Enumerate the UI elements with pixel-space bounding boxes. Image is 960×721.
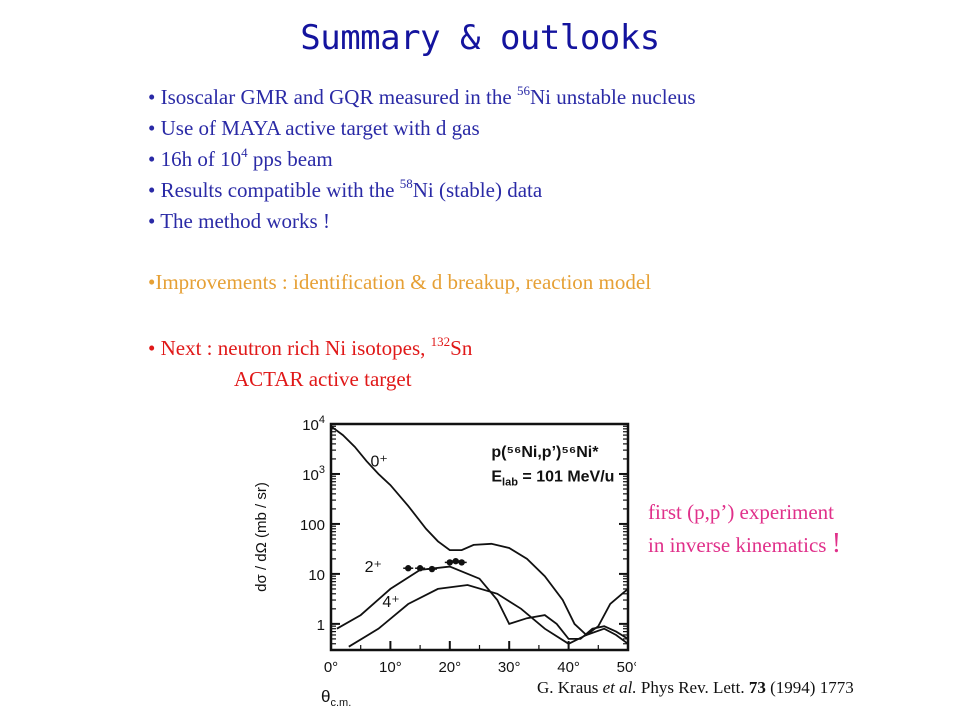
x-tick-label: 30° bbox=[498, 659, 521, 676]
x-tick-label: 10° bbox=[379, 659, 402, 676]
next-steps-line2: ACTAR active target bbox=[234, 367, 412, 391]
y-tick-label: 104 bbox=[302, 414, 325, 434]
x-axis-label: θc.m. bbox=[321, 687, 351, 709]
y-tick-label: 100 bbox=[300, 517, 325, 534]
note-line-2: in inverse kinematics ! bbox=[648, 528, 842, 559]
bullet-item: • Results compatible with the 58Ni (stab… bbox=[148, 176, 543, 202]
series-line-0 bbox=[330, 425, 629, 637]
y-tick-label: 1 bbox=[317, 617, 325, 634]
cross-section-plot: 1041031001010°10°20°30°40°50°0⁺2⁺4⁺p(⁵⁶N… bbox=[236, 400, 639, 716]
series-line-1 bbox=[336, 565, 629, 640]
series-label: 0⁺ bbox=[371, 454, 388, 471]
x-tick-label: 40° bbox=[557, 659, 580, 676]
series-line-2 bbox=[348, 584, 629, 648]
y-axis-label: dσ / dΩ (mb / sr) bbox=[253, 482, 270, 592]
bullet-item: • 16h of 104 pps beam bbox=[148, 145, 333, 171]
plot-svg: 1041031001010°10°20°30°40°50°0⁺2⁺4⁺p(⁵⁶N… bbox=[253, 414, 639, 709]
bullet-item: • Isoscalar GMR and GQR measured in the … bbox=[148, 83, 696, 109]
bullet-item: • Use of MAYA active target with d gas bbox=[148, 116, 480, 140]
note-line-1: first (p,p’) experiment bbox=[648, 500, 835, 524]
series-label: 4⁺ bbox=[382, 594, 399, 611]
summary-bullets: • Isoscalar GMR and GQR measured in the … bbox=[148, 82, 696, 237]
x-tick-label: 50° bbox=[617, 659, 636, 676]
experiment-note: first (p,p’) experiment in inverse kinem… bbox=[648, 496, 841, 561]
series-label: 2⁺ bbox=[365, 559, 382, 576]
next-steps-bullet: • Next : neutron rich Ni isotopes, 132Sn… bbox=[148, 333, 472, 395]
slide-title: Summary & outlooks bbox=[300, 18, 660, 58]
reference-citation: G. Kraus et al. Phys Rev. Lett. 73 (1994… bbox=[537, 678, 854, 697]
y-tick-label: 10 bbox=[308, 567, 325, 584]
x-tick-label: 0° bbox=[324, 659, 338, 676]
improvements-bullet: •Improvements : identification & d break… bbox=[148, 270, 652, 294]
bullet-item: • The method works ! bbox=[148, 209, 330, 233]
reaction-annotation: p(⁵⁶Ni,p’)⁵⁶Ni* bbox=[491, 444, 599, 461]
energy-annotation: Elab = 101 MeV/u bbox=[491, 469, 614, 489]
x-tick-label: 20° bbox=[438, 659, 461, 676]
y-tick-label: 103 bbox=[302, 464, 325, 484]
